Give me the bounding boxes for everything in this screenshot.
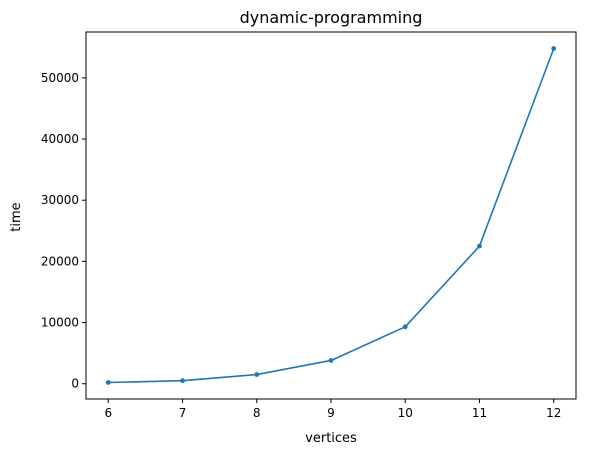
y-tick-label: 40000 [41,132,79,146]
series-line [108,48,555,384]
data-point [328,358,334,363]
data-point [551,46,557,51]
y-tick-label: 10000 [41,316,79,330]
y-tick-label: 20000 [41,254,79,268]
x-axis-label: vertices [305,431,357,446]
chart-title: dynamic-programming [240,8,423,27]
x-tick-label: 12 [546,406,561,420]
data-point [180,378,185,384]
x-tick-label: 7 [179,406,187,420]
x-tick-label: 6 [104,406,112,420]
data-point [402,324,408,330]
y-tick-label: 30000 [41,193,79,207]
x-tick-label: 8 [253,406,261,420]
y-axis: 0 10000 20000 30000 40000 50000 [41,71,86,391]
x-tick-label: 10 [398,406,413,420]
x-tick-label: 11 [472,406,487,420]
data-point [477,243,482,249]
data-point [105,380,111,385]
data-point [254,372,260,377]
x-tick-label: 9 [327,406,335,420]
plot-frame [85,31,577,400]
y-tick-label: 0 [71,377,79,391]
series-layer [105,46,557,385]
y-axis-label: time [9,202,24,231]
x-axis: 6 7 8 9 10 11 12 [104,399,561,420]
y-tick-label: 50000 [41,71,79,85]
